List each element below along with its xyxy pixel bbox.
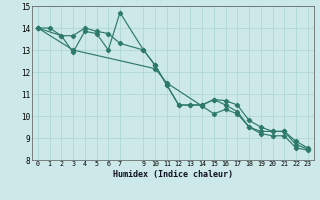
X-axis label: Humidex (Indice chaleur): Humidex (Indice chaleur) <box>113 170 233 179</box>
